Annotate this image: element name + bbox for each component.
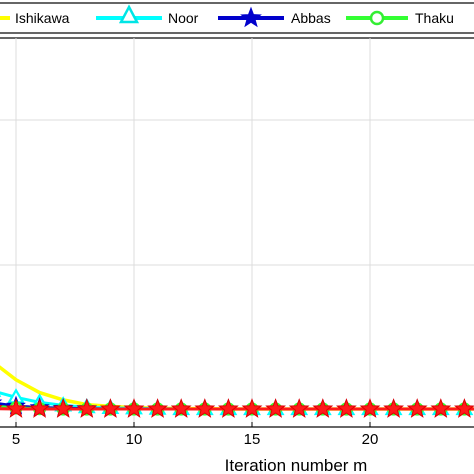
point-4-19: [359, 398, 381, 418]
point-4-12: [194, 398, 216, 418]
point-4-15: [265, 398, 286, 418]
point-4-7: [76, 398, 98, 418]
x-tick-label-1: 10: [126, 431, 143, 448]
point-4-18: [336, 398, 357, 418]
x-ticks: 5 10 15 20: [12, 422, 379, 448]
plot-frame: [0, 37, 474, 428]
grid: [0, 38, 474, 427]
point-4-8: [100, 398, 121, 418]
point-4-5: [29, 398, 50, 418]
point-4-3: [0, 405, 3, 408]
point-4-14: [241, 398, 263, 418]
point-4-23: [454, 398, 474, 418]
legend-label-thakur: Thaku: [415, 10, 454, 26]
point-4-22: [430, 398, 452, 418]
series-group: [0, 365, 474, 418]
legend-label-noor: Noor: [168, 10, 199, 26]
point-4-13: [218, 398, 239, 418]
point-4-20: [383, 398, 404, 418]
legend-item-noor: Noor: [96, 4, 199, 26]
legend-item-ishikawa: Ishikawa: [0, 10, 70, 26]
point-4-10: [147, 398, 168, 418]
legend-label-abbas: Abbas: [291, 10, 331, 26]
legend-marker-abbas: [240, 6, 262, 28]
legend-item-thakur: Thaku: [346, 10, 454, 26]
point-4-21: [406, 398, 428, 418]
point-4-16: [288, 398, 310, 418]
legend: Ishikawa Noor Abbas Thaku: [0, 2, 474, 34]
legend-items: Ishikawa Noor Abbas Thaku: [0, 4, 454, 28]
point-2-3: [0, 399, 3, 402]
point-4-9: [123, 398, 145, 418]
legend-marker-noor: [118, 4, 140, 24]
series-red: [0, 398, 474, 418]
plot-area: 5 10 15 20: [0, 37, 474, 448]
point-4-6: [52, 398, 74, 418]
x-tick-label-0: 5: [12, 431, 20, 448]
point-4-4: [5, 398, 27, 418]
x-axis-label: Iteration number m: [225, 456, 368, 474]
legend-label-ishikawa: Ishikawa: [15, 10, 70, 26]
legend-item-abbas: Abbas: [218, 6, 331, 28]
point-4-11: [170, 398, 192, 418]
point-4-17: [312, 398, 334, 418]
x-tick-label-2: 15: [244, 431, 261, 448]
legend-marker-thakur: [369, 10, 385, 26]
x-tick-label-3: 20: [362, 431, 379, 448]
